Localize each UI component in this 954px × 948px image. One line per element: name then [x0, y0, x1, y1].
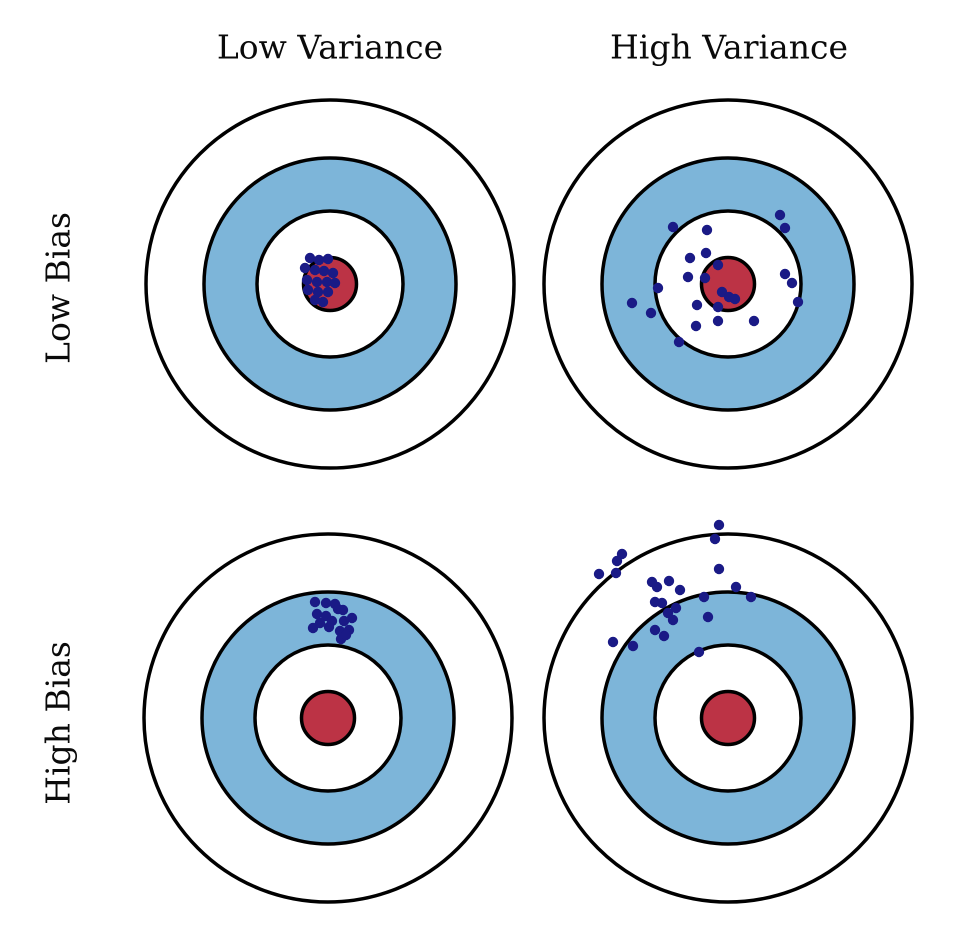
prediction-dot	[322, 286, 334, 298]
prediction-dot	[745, 591, 757, 603]
prediction-dot	[667, 614, 679, 626]
prediction-dot	[304, 252, 316, 264]
target-bullseye	[699, 689, 757, 747]
prediction-dot	[748, 315, 760, 327]
target-low-bias-low-variance	[144, 98, 516, 470]
prediction-dot	[730, 581, 742, 593]
row-header-low-bias: Low Bias	[38, 212, 78, 364]
prediction-dot	[323, 621, 335, 633]
prediction-dot	[652, 282, 664, 294]
prediction-dot	[667, 221, 679, 233]
prediction-dot	[301, 274, 313, 286]
prediction-dot	[663, 575, 675, 587]
prediction-dot	[684, 252, 696, 264]
target-high-bias-low-variance	[142, 532, 514, 904]
prediction-dot	[779, 268, 791, 280]
prediction-dot	[656, 597, 668, 609]
prediction-dot	[611, 555, 623, 567]
prediction-dot	[691, 299, 703, 311]
prediction-dot	[302, 284, 314, 296]
prediction-dot	[607, 636, 619, 648]
prediction-dot	[329, 277, 341, 289]
prediction-dot	[682, 271, 694, 283]
prediction-dot	[658, 630, 670, 642]
target-low-bias-high-variance	[542, 98, 914, 470]
prediction-dot	[729, 293, 741, 305]
prediction-dot	[626, 297, 638, 309]
prediction-dot	[712, 301, 724, 313]
prediction-dot	[327, 267, 339, 279]
prediction-dot	[317, 296, 329, 308]
prediction-dot	[702, 611, 714, 623]
prediction-dot	[311, 608, 323, 620]
prediction-dot	[338, 615, 350, 627]
prediction-dot	[313, 254, 325, 266]
prediction-dot	[312, 286, 324, 298]
prediction-dot	[786, 277, 798, 289]
prediction-dot	[322, 253, 334, 265]
prediction-dot	[332, 603, 344, 615]
prediction-dot	[321, 276, 333, 288]
prediction-dot	[779, 222, 791, 234]
prediction-dot	[649, 624, 661, 636]
prediction-dot	[645, 307, 657, 319]
prediction-dot	[651, 581, 663, 593]
prediction-dot	[320, 597, 332, 609]
prediction-dot	[309, 596, 321, 608]
prediction-dot	[693, 646, 705, 658]
prediction-dot	[311, 276, 323, 288]
prediction-dot	[674, 584, 686, 596]
prediction-dot	[673, 336, 685, 348]
column-header-high-variance: High Variance	[610, 27, 848, 67]
prediction-dot	[593, 568, 605, 580]
prediction-dot	[627, 640, 639, 652]
target-bullseye	[299, 689, 357, 747]
prediction-dot	[713, 563, 725, 575]
prediction-dot	[698, 591, 710, 603]
prediction-dot	[712, 259, 724, 271]
prediction-dot	[318, 265, 330, 277]
target-high-bias-high-variance	[542, 519, 914, 904]
prediction-dot	[713, 519, 725, 531]
prediction-dot	[309, 264, 321, 276]
prediction-dot	[701, 224, 713, 236]
prediction-dot	[792, 296, 804, 308]
prediction-dot	[346, 612, 358, 624]
target-bullseye	[699, 255, 757, 313]
prediction-dot	[610, 567, 622, 579]
prediction-dot	[307, 622, 319, 634]
prediction-dot	[712, 315, 724, 327]
prediction-dot	[774, 209, 786, 221]
prediction-dot	[670, 602, 682, 614]
prediction-dot	[709, 533, 721, 545]
prediction-dot	[700, 247, 712, 259]
prediction-dot	[699, 272, 711, 284]
row-header-high-bias: High Bias	[38, 641, 78, 805]
prediction-dot	[299, 262, 311, 274]
prediction-dot	[690, 320, 702, 332]
prediction-dot	[309, 294, 321, 306]
prediction-dot	[340, 629, 352, 641]
column-header-low-variance: Low Variance	[216, 27, 444, 67]
